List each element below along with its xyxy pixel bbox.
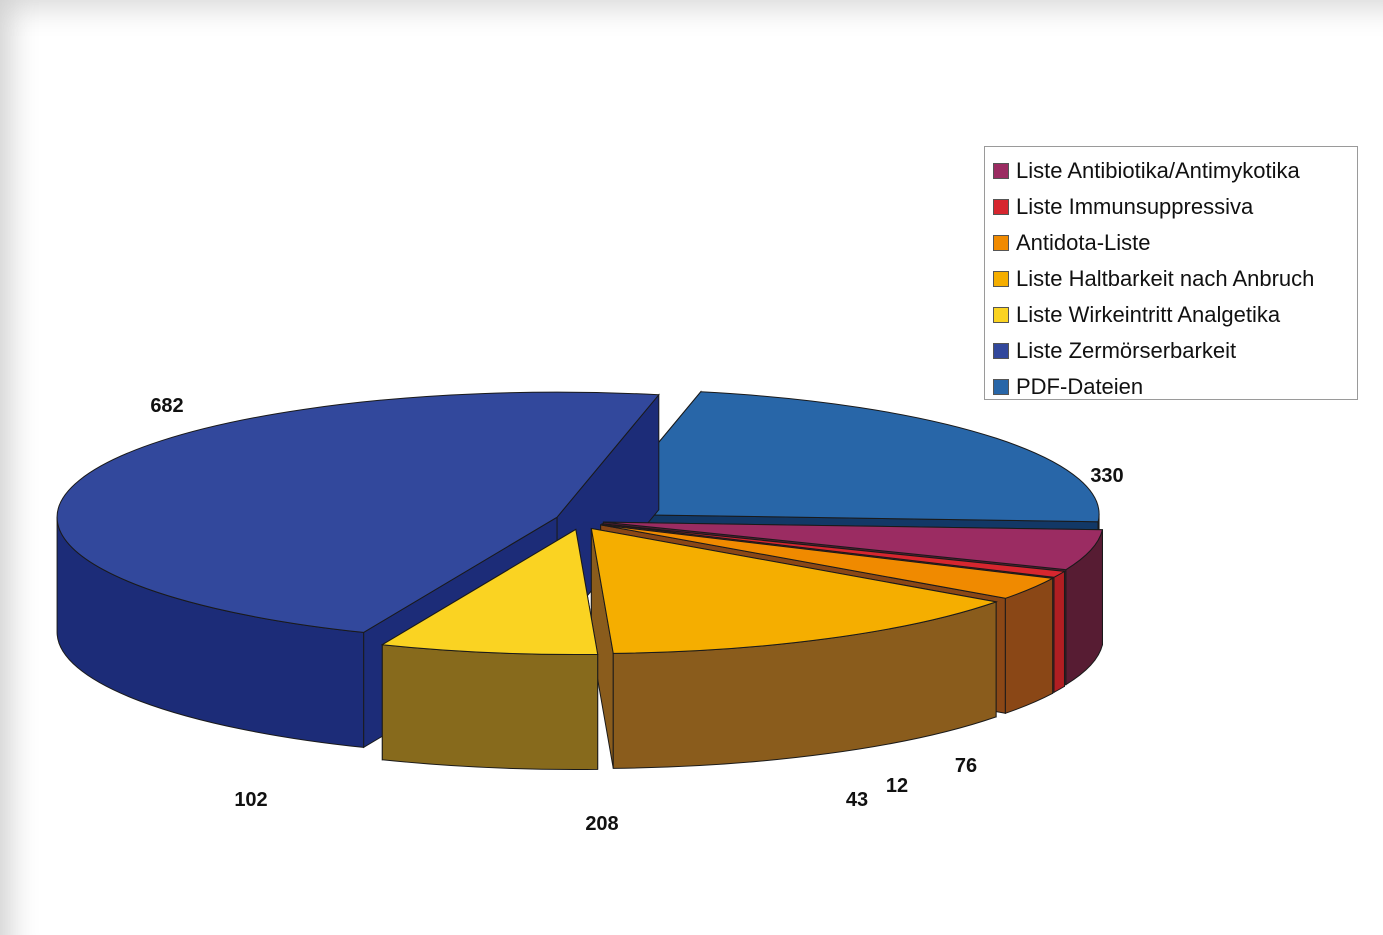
legend-item: Liste Wirkeintritt Analgetika	[991, 297, 1357, 333]
slice-top	[590, 527, 999, 654]
slice-top	[601, 523, 1066, 578]
legend-label: PDF-Dateien	[1016, 374, 1144, 399]
slice-top	[600, 524, 1055, 599]
slice-top	[380, 528, 599, 655]
data-label-antidota: 43	[846, 789, 868, 811]
legend-label: Antidota-Liste	[1016, 230, 1151, 255]
legend-item: Liste Haltbarkeit nach Anbruch	[991, 261, 1357, 297]
legend: Liste Antibiotika/Antimykotika Liste Imm…	[984, 146, 1358, 400]
data-label-haltbarkeit: 208	[585, 813, 618, 835]
legend-item: PDF-Dateien	[991, 369, 1357, 405]
legend-item: Liste Immunsuppressiva	[991, 189, 1357, 225]
legend-swatch-wirkeintritt	[993, 307, 1009, 323]
legend-label: Liste Antibiotika/Antimykotika	[1016, 158, 1300, 183]
legend-label: Liste Wirkeintritt Analgetika	[1016, 302, 1281, 327]
legend-swatch-haltbarkeit	[993, 271, 1009, 287]
slice-top	[603, 521, 1104, 571]
legend-label: Liste Immunsuppressiva	[1016, 194, 1254, 219]
slice-outer-wall	[381, 644, 599, 770]
slice-outer-wall	[1053, 570, 1065, 694]
pie-slice-haltbarkeit	[590, 527, 999, 769]
legend-swatch-immunsuppressiva	[993, 199, 1009, 215]
data-label-pdf-dateien: 330	[1090, 465, 1123, 487]
data-label-wirkeintritt: 102	[234, 789, 267, 811]
data-label-zermoerserbarkeit: 682	[150, 395, 183, 417]
legend-label: Liste Zermörserbarkeit	[1016, 338, 1237, 363]
legend-item: Liste Zermörserbarkeit	[991, 333, 1357, 369]
legend-item: Liste Antibiotika/Antimykotika	[991, 153, 1357, 189]
data-label-antibiotika: 76	[955, 755, 977, 777]
legend-swatch-antibiotika	[993, 163, 1009, 179]
data-label-immunsuppressiva: 12	[886, 775, 908, 797]
slice-outer-wall	[1004, 577, 1054, 714]
legend-swatch-pdf-dateien	[993, 379, 1009, 395]
pie-slice-wirkeintritt	[380, 528, 599, 770]
legend-swatch-zermoerserbarkeit	[993, 343, 1009, 359]
legend-label: Liste Haltbarkeit nach Anbruch	[1016, 266, 1315, 291]
slice-top	[598, 391, 1100, 523]
legend-item: Antidota-Liste	[991, 225, 1357, 261]
slice-top	[56, 391, 660, 633]
legend-swatch-antidota	[993, 235, 1009, 251]
